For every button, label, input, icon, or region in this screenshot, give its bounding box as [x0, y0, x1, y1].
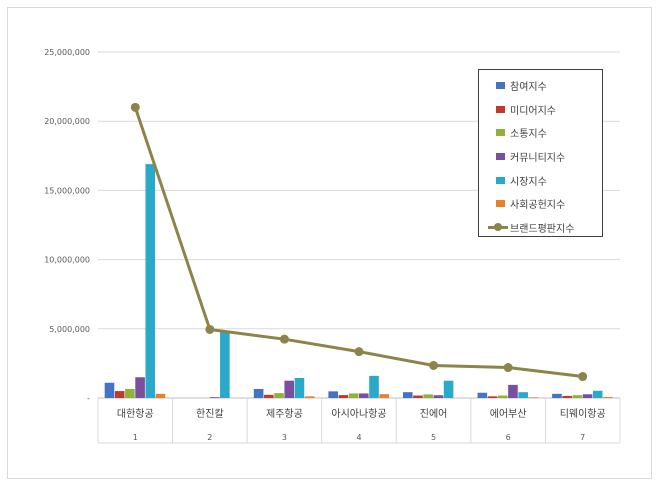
line-point [354, 347, 364, 357]
legend-swatch [496, 200, 505, 208]
legend-label: 시장지수 [510, 176, 547, 188]
legend-item: 소통지수 [479, 121, 602, 145]
x-category-index: 4 [356, 433, 361, 442]
y-tick-label: - [87, 394, 90, 403]
bar [562, 395, 572, 398]
bar [369, 375, 379, 398]
legend-line-marker [488, 223, 508, 232]
bar [125, 389, 135, 398]
x-category-label: 대한항공 [117, 408, 154, 420]
brand-index-line [130, 102, 588, 382]
line-point [429, 360, 439, 370]
x-category-label: 아시아나항공 [331, 408, 386, 420]
bar [477, 392, 488, 398]
y-tick-label: 10,000,000 [44, 256, 90, 265]
line-point [503, 363, 513, 373]
y-axis-ticks: - 5,000,000 10,000,000 15,000,000 20,000,000… [44, 48, 90, 403]
bar [497, 395, 508, 398]
bar [443, 380, 454, 398]
line-point [279, 334, 289, 344]
y-tick-label: 15,000,000 [44, 186, 90, 195]
x-category-label: 제주항공 [266, 408, 303, 420]
bar [413, 395, 423, 398]
bar [264, 394, 274, 398]
bar [209, 397, 220, 398]
bar [582, 394, 593, 398]
x-category-index: 3 [282, 433, 287, 442]
x-category-index: 2 [207, 433, 212, 442]
bar [603, 397, 613, 398]
bar [552, 393, 562, 398]
x-category-label: 에어부산 [490, 408, 527, 420]
legend-swatch [496, 176, 505, 184]
legend-swatch [496, 129, 505, 137]
legend-label: 사회공헌지수 [510, 200, 566, 212]
bar [253, 389, 264, 398]
bar [518, 392, 528, 398]
legend-item: 커뮤니티지수 [479, 145, 602, 169]
x-category-index: 5 [431, 433, 436, 442]
x-category-label: 한진칼 [196, 407, 224, 420]
bar [304, 396, 315, 398]
bar [487, 396, 498, 398]
x-category-index: 1 [133, 433, 138, 442]
legend-label: 브랜드평판지수 [510, 223, 575, 235]
bar [528, 397, 539, 398]
bar [135, 377, 145, 398]
legend-label: 미디어지수 [510, 105, 556, 117]
bar [155, 393, 166, 398]
bars [104, 164, 613, 398]
bar [433, 395, 444, 398]
x-axis: 대한항공 1 한진칼 2 제주항공 3 아시아나항공 4 진에어 5 에어부산 6 티웨이항공 7 [97, 397, 621, 444]
bar [145, 164, 156, 398]
line-point [578, 372, 588, 382]
legend-swatch [496, 82, 505, 90]
bar [379, 394, 389, 398]
bar [114, 391, 125, 398]
y-tick-label: 5,000,000 [49, 325, 90, 334]
bar [328, 391, 338, 398]
bar [274, 393, 284, 398]
x-category-index: 7 [580, 433, 585, 442]
x-category-label: 진에어 [420, 408, 448, 420]
y-tick-label: 20,000,000 [44, 117, 90, 126]
legend-item: 미디어지수 [479, 98, 602, 122]
bar [592, 390, 603, 398]
bar [348, 393, 359, 398]
bar [572, 395, 583, 398]
bar [338, 395, 349, 398]
legend-swatch [496, 153, 505, 161]
x-category-index: 6 [506, 433, 511, 442]
legend-item: 시장지수 [479, 168, 602, 192]
legend-item: 참여지수 [479, 74, 602, 98]
legend-item: 브랜드평판지수 [479, 216, 602, 240]
line-point [130, 102, 140, 112]
y-tick-label: 25,000,000 [44, 48, 90, 57]
legend-label: 소통지수 [510, 129, 547, 141]
bar [220, 331, 230, 398]
bar [359, 393, 369, 398]
legend-label: 참여지수 [510, 82, 547, 94]
bar [104, 382, 115, 398]
legend-swatch [496, 105, 505, 113]
x-category-label: 티웨이항공 [560, 408, 606, 420]
legend-item: 사회공헌지수 [479, 192, 602, 216]
bar [402, 392, 413, 398]
line-point [205, 324, 215, 334]
legend-label: 커뮤니티지수 [510, 153, 566, 165]
bar [508, 384, 518, 398]
bar [294, 377, 305, 398]
bar [423, 394, 433, 398]
bar [284, 380, 295, 398]
